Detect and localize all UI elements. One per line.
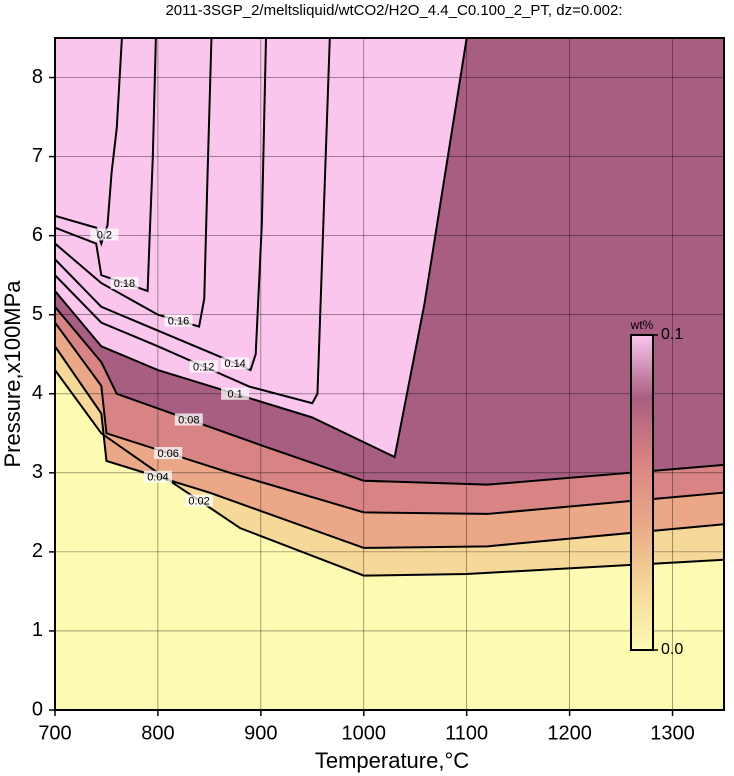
colorbar [630, 334, 654, 651]
contour-label: 0.04 [147, 472, 168, 484]
x-tick-label: 1200 [547, 722, 592, 744]
y-tick-label: 2 [32, 540, 43, 562]
x-tick-label: 800 [141, 722, 174, 744]
contour-label-group: 0.18 [110, 277, 139, 290]
contour-line [55, 38, 331, 405]
contour-band [55, 38, 122, 244]
contour-label-group: 0.08 [174, 413, 203, 426]
contour-label: 0.16 [168, 316, 189, 328]
y-tick-label: 5 [32, 303, 43, 325]
y-axis-label: Pressure,x100MPa [0, 280, 25, 468]
contour-label-group: 0.02 [185, 494, 214, 507]
contour-label-group: 0.1 [221, 387, 250, 401]
contour-label: 0.02 [188, 495, 209, 507]
contour-line [55, 38, 123, 247]
contour-label-bg [221, 357, 250, 370]
contour-line [55, 38, 468, 459]
x-tick-label: 700 [38, 722, 71, 744]
contour-label-bg [189, 360, 218, 373]
contour-line [55, 345, 724, 549]
contour-label: 0.2 [97, 229, 112, 241]
contour-label-bg [90, 228, 119, 241]
colorbar-tick-label: 0.1 [661, 326, 683, 343]
x-tick-label: 1000 [342, 722, 387, 744]
contour-label-group: 0.06 [154, 447, 183, 460]
y-tick-label: 4 [32, 382, 43, 404]
y-tick-label: 7 [32, 145, 43, 167]
contour-label-bg [143, 470, 172, 483]
contour-line [55, 38, 213, 328]
y-tick-label: 0 [32, 698, 43, 720]
contour-line [55, 38, 267, 372]
y-tick-label: 6 [32, 224, 43, 246]
contour-label-bg [164, 314, 193, 327]
contour-label: 0.12 [193, 361, 214, 373]
contour-label-group: 0.2 [90, 228, 119, 241]
contour-line [55, 38, 157, 293]
contour-label-group: 0.12 [189, 360, 218, 373]
contour-label-bg [185, 494, 214, 507]
y-tick-label: 3 [32, 461, 43, 483]
y-tick-label: 1 [32, 619, 43, 641]
contour-label: 0.08 [178, 414, 199, 426]
plot-area: 0.02 0.04 0.06 0.08 0.1 0.12 0.14 0.16 0.18 0.2 [55, 38, 724, 710]
chart-title: 2011-3SGP_2/meltsliquid/wtCO2/H2O_4.4_C0… [165, 2, 622, 19]
contour-label-group: 0.16 [164, 314, 193, 328]
x-tick-label: 1100 [445, 722, 488, 744]
contour-line [55, 369, 724, 577]
contour-label-bg [154, 447, 183, 460]
contour-line [55, 306, 724, 486]
contour-line [55, 322, 724, 515]
contour-label-group: 0.04 [143, 470, 172, 484]
x-tick-label: 1300 [650, 722, 695, 744]
contour-label: 0.14 [224, 358, 245, 370]
contour-label: 0.06 [158, 448, 179, 460]
y-tick-label: 8 [32, 66, 43, 88]
colorbar-tick-label: 0.0 [661, 641, 683, 658]
contour-label-bg [174, 413, 203, 426]
contour-label: 0.1 [227, 389, 242, 401]
x-tick-label: 900 [244, 722, 277, 744]
contour-label-bg [221, 387, 250, 400]
contour-label-bg [110, 277, 139, 290]
colorbar-title: wt% [630, 318, 654, 332]
contour-label: 0.18 [114, 278, 135, 290]
contour-label-group: 0.14 [221, 357, 250, 370]
x-axis-label: Temperature,°C [315, 748, 469, 773]
plot-frame [54, 37, 725, 711]
